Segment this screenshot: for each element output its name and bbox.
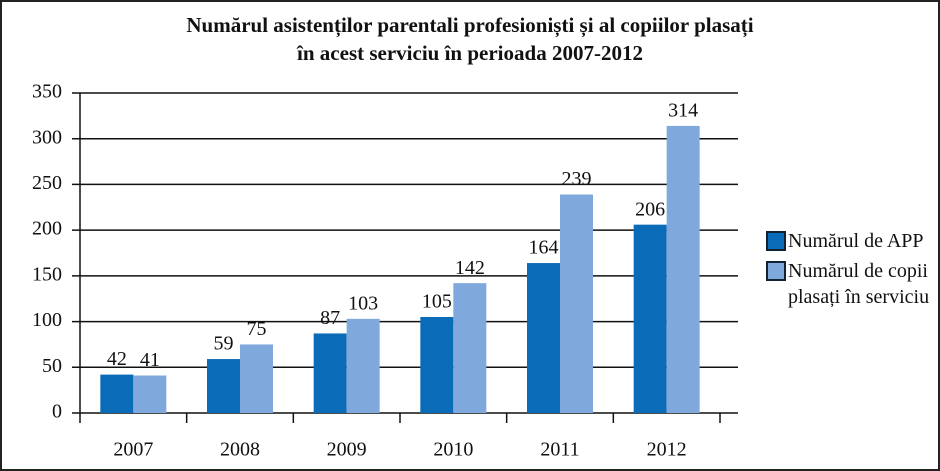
chart-title: Numărul asistenților parentali profesion… — [186, 13, 753, 38]
value-label: 105 — [422, 291, 452, 313]
value-label: 142 — [455, 257, 485, 279]
y-tick-label: 50 — [42, 355, 62, 377]
bar — [527, 263, 560, 413]
value-label: 75 — [247, 318, 267, 340]
bar — [207, 359, 240, 413]
bar — [240, 344, 273, 413]
value-label: 103 — [348, 292, 378, 314]
y-tick-label: 100 — [32, 309, 62, 331]
y-tick-label: 0 — [52, 401, 62, 423]
value-label: 164 — [529, 237, 559, 259]
x-tick-label: 2012 — [647, 439, 687, 461]
value-label: 41 — [140, 349, 160, 371]
value-label: 59 — [214, 333, 234, 355]
legend: Numărul de APP Numărul de copii plasați î… — [766, 228, 932, 314]
chart-title: în acest serviciu în perioada 2007-2012 — [296, 41, 643, 65]
y-tick-label: 200 — [32, 218, 62, 240]
x-tick-label: 2010 — [433, 439, 473, 461]
legend-swatch — [766, 261, 786, 281]
y-tick-label: 300 — [32, 126, 62, 148]
bar — [346, 318, 380, 413]
value-label: 314 — [668, 100, 698, 122]
legend-label: Numărul de copii plasați în serviciu — [788, 260, 930, 308]
legend-item: Numărul de copii plasați în serviciu — [766, 258, 932, 310]
x-tick-label: 2009 — [327, 439, 367, 461]
bar — [453, 283, 487, 413]
legend-swatch — [766, 231, 786, 251]
legend-label: Numărul de APP — [788, 230, 924, 252]
x-tick-label: 2011 — [540, 439, 579, 461]
value-label: 42 — [107, 348, 127, 370]
x-tick-label: 2007 — [113, 439, 153, 461]
value-label: 87 — [320, 307, 340, 329]
bar — [666, 125, 700, 414]
x-tick-label: 2008 — [220, 439, 260, 461]
bar — [560, 194, 593, 413]
y-tick-label: 150 — [32, 263, 62, 285]
bar — [633, 224, 667, 413]
bar — [133, 375, 167, 413]
bar — [100, 374, 134, 413]
value-label: 206 — [635, 198, 665, 220]
y-tick-label: 350 — [32, 81, 62, 103]
bar — [420, 317, 454, 413]
value-label: 239 — [562, 168, 592, 190]
legend-item: Numărul de APP — [766, 228, 932, 254]
y-tick-label: 250 — [32, 172, 62, 194]
bar — [313, 333, 347, 413]
